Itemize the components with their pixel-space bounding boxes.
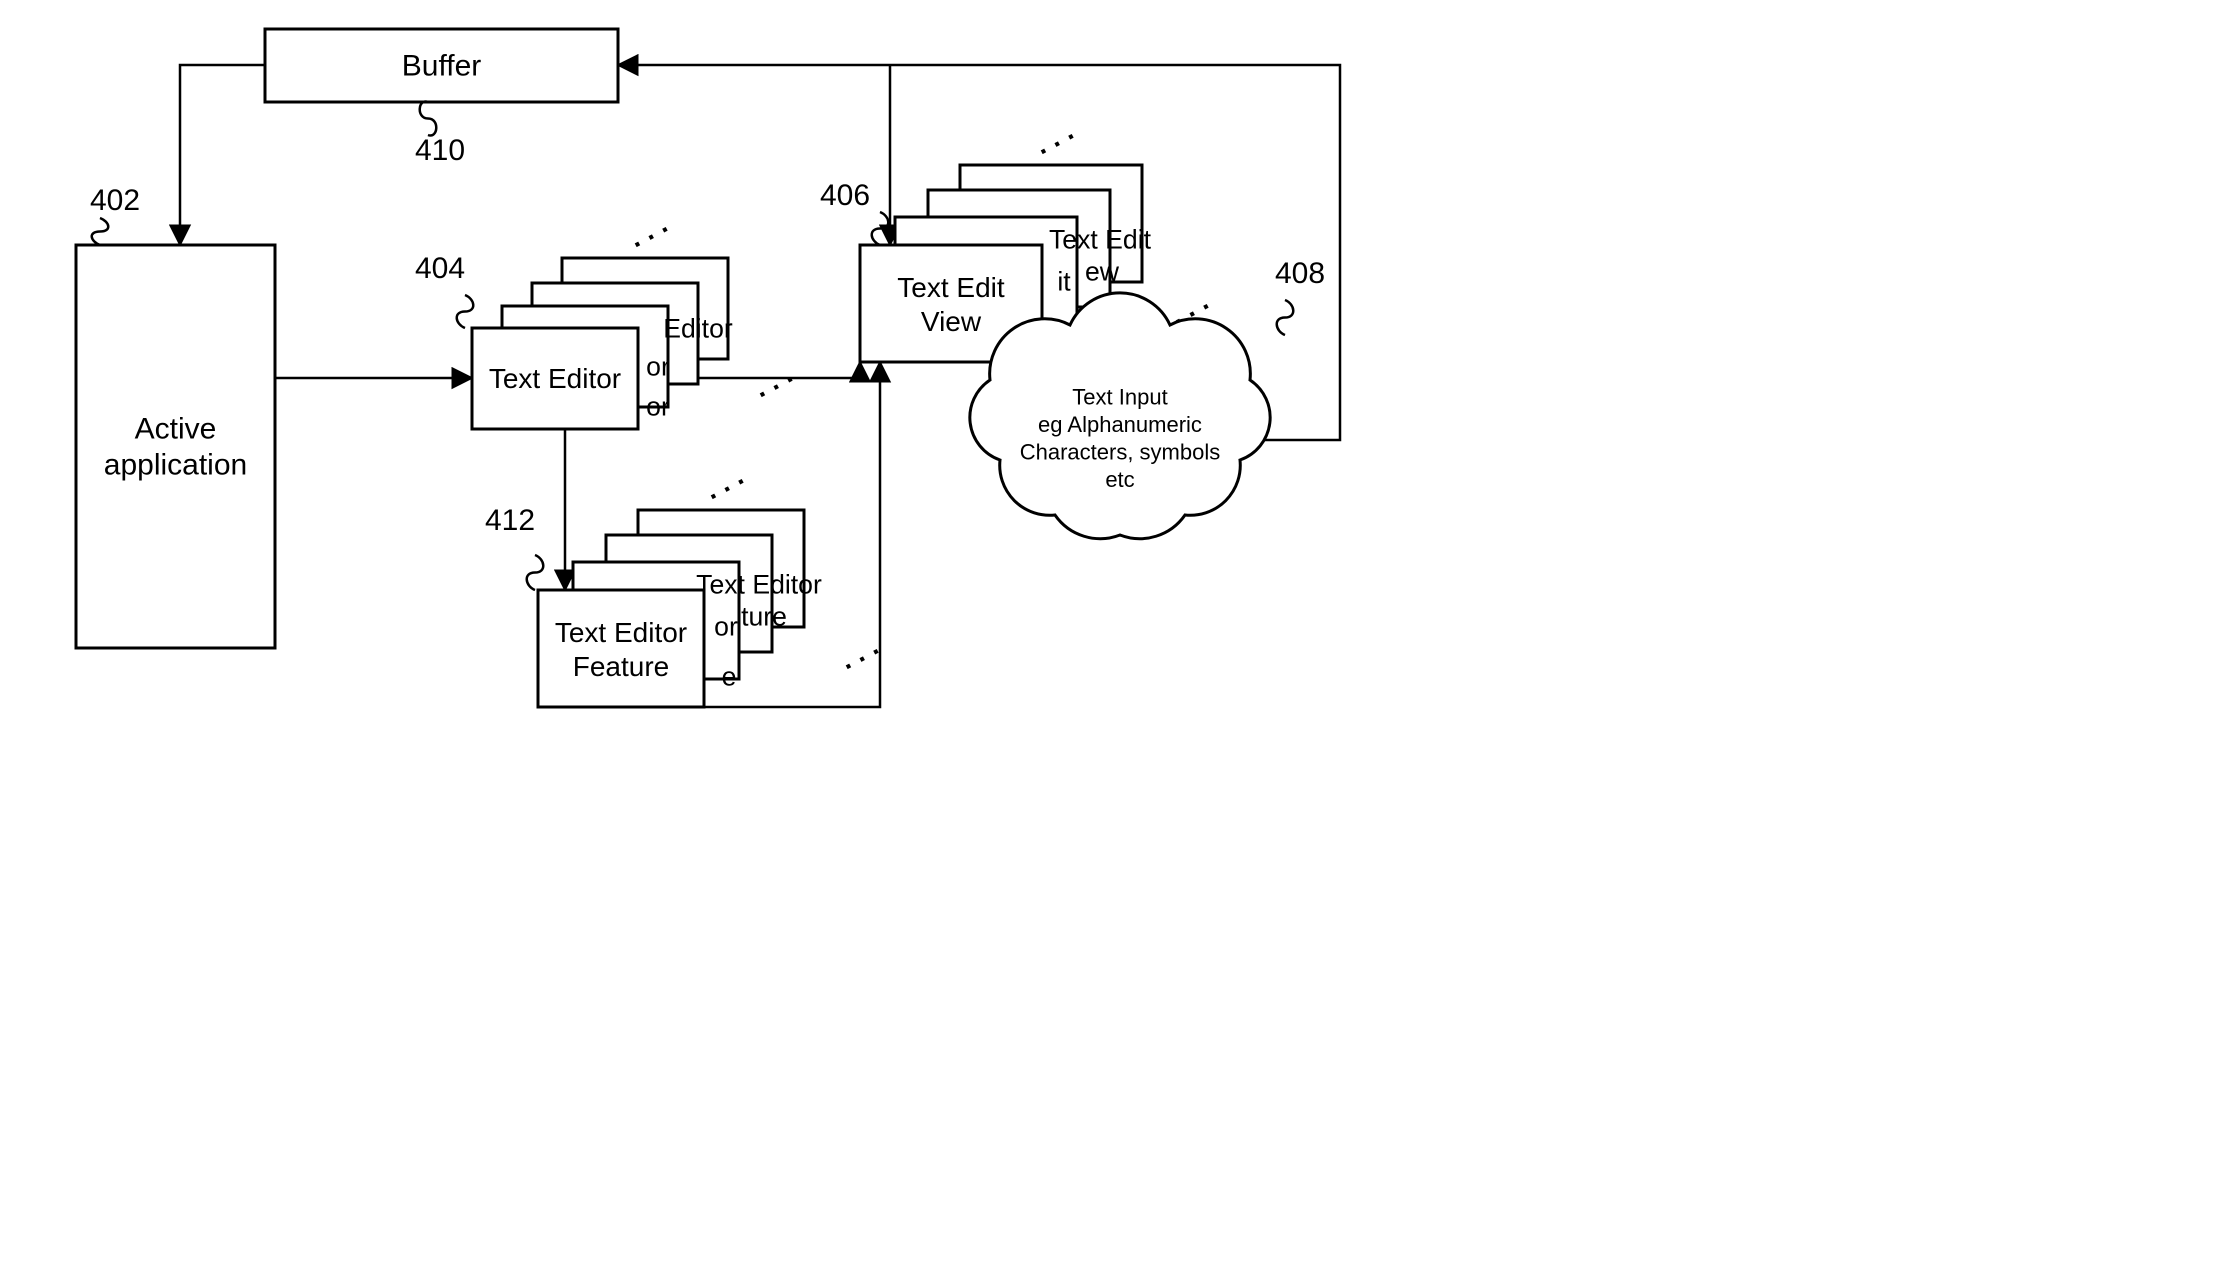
svg-text:View: View (921, 306, 982, 337)
svg-text:Text Editor: Text Editor (555, 617, 687, 648)
svg-text:408: 408 (1275, 257, 1325, 290)
svg-text:Text Editor: Text Editor (489, 363, 621, 394)
svg-text:410: 410 (415, 134, 465, 167)
svg-text:or: or (646, 392, 670, 422)
svg-text:. . .: . . . (699, 460, 748, 506)
svg-text:ture: ture (741, 602, 787, 632)
text-editor-feature-node: Text EditortureoreText EditorFeature. . … (485, 460, 883, 707)
svg-text:it: it (1057, 267, 1071, 297)
svg-text:etc: etc (1105, 467, 1134, 492)
svg-text:. . .: . . . (834, 630, 883, 676)
text-editor-node: Editor or or Text Editor . . . . . . 404 (415, 208, 797, 429)
svg-text:Text Edit: Text Edit (897, 272, 1005, 303)
svg-text:406: 406 (820, 179, 870, 212)
svg-text:412: 412 (485, 504, 535, 537)
svg-text:application: application (104, 448, 247, 481)
svg-text:or: or (646, 352, 670, 382)
svg-text:Feature: Feature (573, 651, 670, 682)
svg-text:. . .: . . . (623, 208, 672, 254)
svg-text:e: e (722, 662, 737, 692)
svg-text:. . .: . . . (748, 358, 797, 404)
svg-text:Active: Active (135, 412, 217, 445)
svg-text:. . .: . . . (1029, 115, 1078, 161)
active-application-node: Activeapplication 402 (76, 184, 275, 648)
edge (180, 65, 265, 245)
svg-text:Text Editor: Text Editor (696, 570, 822, 600)
svg-text:eg Alphanumeric: eg Alphanumeric (1038, 412, 1202, 437)
svg-text:or: or (714, 612, 738, 642)
diagram-canvas: Buffer 410 Activeapplication 402 Editor or or T… (0, 0, 1490, 839)
svg-text:Text Edit: Text Edit (1049, 225, 1152, 255)
svg-text:Text Input: Text Input (1072, 385, 1167, 410)
svg-text:Editor: Editor (663, 314, 733, 344)
svg-text:404: 404 (415, 252, 465, 285)
svg-text:Buffer: Buffer (402, 49, 482, 82)
buffer-node: Buffer 410 (265, 29, 618, 167)
svg-text:Characters, symbols: Characters, symbols (1020, 440, 1221, 465)
svg-text:ew: ew (1085, 257, 1120, 287)
svg-text:402: 402 (90, 184, 140, 217)
